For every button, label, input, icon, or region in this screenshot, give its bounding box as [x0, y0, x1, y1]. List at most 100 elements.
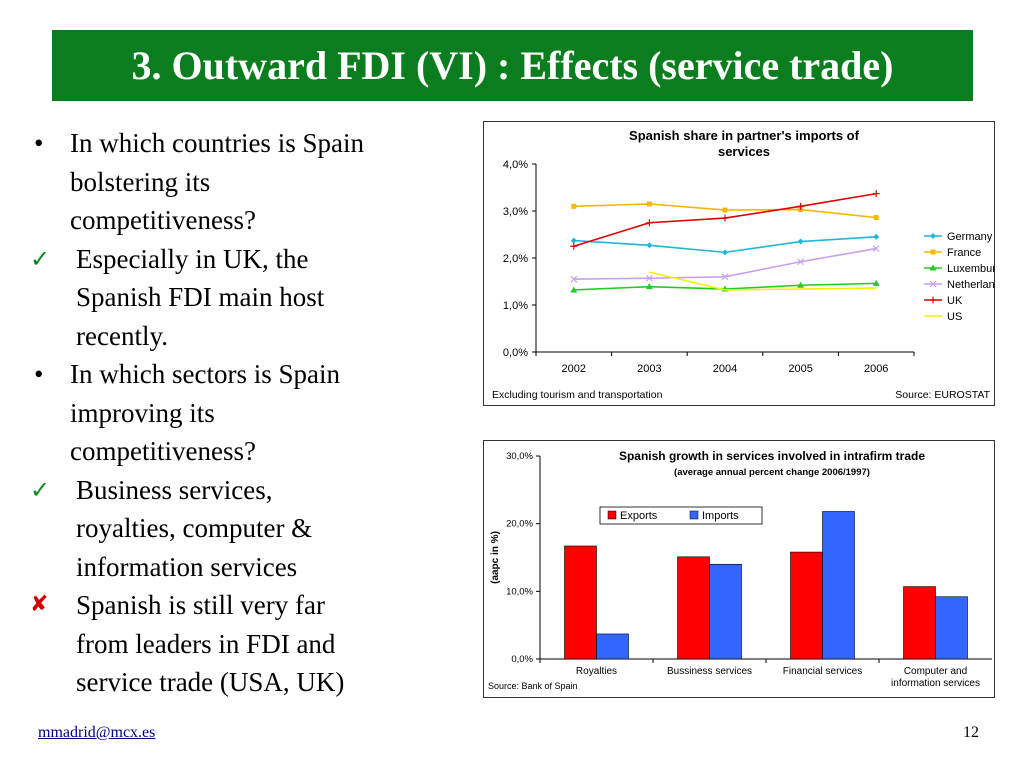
y-tick-label: 20,0% — [506, 519, 533, 530]
bullet-item: • In which countries is Spain bolstering i… — [30, 124, 470, 240]
x-tick-label: 2002 — [562, 363, 586, 375]
bullet-line: recently. — [76, 320, 168, 351]
data-point — [721, 273, 729, 281]
bullet-line: Especially in UK, the — [76, 243, 309, 274]
legend-marker — [930, 249, 936, 255]
marker-stroke — [721, 273, 729, 281]
legend-item: US — [924, 311, 962, 323]
data-point — [646, 201, 652, 207]
legend-label: Luxemburg — [947, 263, 994, 275]
data-point — [721, 214, 729, 222]
x-tick-label: Bussiness services — [667, 666, 752, 677]
bullet-line: competitiveness? — [70, 436, 256, 466]
line-chart: Spanish share in partner's imports ofser… — [492, 128, 1007, 401]
x-tick-label: Computer and — [904, 666, 967, 677]
data-point — [645, 274, 653, 282]
legend-marker — [929, 280, 937, 288]
data-point — [873, 233, 880, 240]
bar-exports — [903, 586, 936, 660]
legend-label: France — [947, 247, 981, 259]
data-point — [570, 275, 578, 283]
y-axis-label: (aapc in %) — [490, 531, 501, 584]
x-tick-label: 2004 — [713, 363, 737, 375]
chart-title: Spanish growth in services involved in i… — [619, 449, 925, 463]
footer-email-link[interactable]: mmadrid@mcx.es — [38, 724, 156, 741]
bullet-line: Business services, — [76, 474, 273, 505]
legend-label: Imports — [702, 510, 739, 522]
y-tick-label: 0,0% — [503, 347, 528, 359]
legend-marker — [930, 233, 936, 239]
data-point — [570, 286, 578, 293]
bullet-line: service trade (USA, UK) — [76, 667, 345, 697]
data-point — [645, 283, 653, 290]
data-point — [797, 238, 804, 245]
chart-source: Source: EUROSTAT — [895, 389, 990, 401]
marker-stroke — [929, 280, 937, 288]
x-tick-label: 2006 — [864, 363, 888, 375]
data-point — [571, 203, 577, 209]
y-tick-label: 10,0% — [506, 586, 533, 597]
checkmark-icon: ✓ — [30, 475, 51, 504]
bullet-line: from leaders in FDI and — [76, 628, 336, 659]
chart-source: Source: Bank of Spain — [488, 681, 578, 691]
bar-imports — [709, 563, 742, 660]
legend-item: France — [924, 247, 981, 259]
y-tick-label: 3,0% — [503, 206, 528, 218]
legend-item: Luxemburg — [924, 263, 1002, 275]
bullet-line: Spanish FDI main host — [76, 282, 325, 312]
legend-swatch — [607, 510, 617, 520]
data-point — [797, 258, 805, 266]
marker-stroke — [645, 274, 653, 282]
legend-label: Netherlands — [947, 279, 994, 291]
bullet-line: bolstering its — [70, 166, 211, 197]
data-point — [570, 242, 578, 250]
data-point — [645, 219, 653, 227]
marker-stroke — [797, 258, 805, 266]
bar-imports — [935, 596, 968, 660]
bar-exports — [790, 551, 823, 660]
data-point — [570, 237, 577, 244]
y-tick-label: 4,0% — [503, 159, 528, 171]
series-germany — [570, 233, 880, 256]
chart-title: services — [718, 144, 770, 159]
bullet-item: ✓ Especially in UK, the Spanish FDI main h… — [30, 240, 470, 356]
bar-exports — [564, 545, 597, 660]
bullet-line: Spanish is still very far — [76, 590, 325, 620]
legend-box — [599, 506, 763, 525]
x-tick-label: 2003 — [637, 363, 661, 375]
series-line — [649, 271, 877, 291]
data-point — [722, 249, 728, 256]
data-point — [797, 281, 805, 288]
series-netherlands — [570, 245, 880, 283]
chart-note: Excluding tourism and transportation — [492, 389, 663, 401]
data-point — [873, 215, 879, 221]
series-us — [649, 271, 877, 291]
bar-imports — [596, 633, 629, 660]
bullet-item: • In which sectors is Spain improving its c… — [30, 355, 470, 471]
cross-icon: ✘ — [30, 592, 49, 617]
line-chart-panel: Spanish share in partner's imports of ser… — [483, 121, 1007, 406]
bullet-icon: • — [34, 128, 44, 158]
data-point — [797, 202, 805, 210]
chart-subtitle: (average annual percent change 2006/1997… — [674, 467, 870, 478]
bullet-line: In which sectors is Spain — [70, 359, 340, 389]
bullet-line: information services — [76, 551, 298, 582]
x-tick-label: information services — [891, 678, 980, 689]
legend-label: Germany — [947, 231, 993, 243]
bullet-line: competitiveness? — [70, 205, 256, 235]
legend-label: US — [947, 311, 962, 323]
y-tick-label: 1,0% — [503, 300, 528, 312]
data-point — [872, 245, 880, 253]
bullet-item: ✘ Spanish is still very far from leaders i… — [30, 586, 470, 702]
bar-chart-panel: Spanish growth in services involved in i… — [483, 440, 995, 698]
bar-chart: Spanish growth in services involved in i… — [488, 449, 992, 691]
bullet-icon: • — [34, 359, 44, 389]
bullet-line: In which countries is Spain — [70, 128, 364, 158]
bullet-line: royalties, computer & — [76, 513, 313, 543]
data-point — [646, 242, 653, 249]
y-tick-label: 30,0% — [506, 451, 533, 462]
data-point — [722, 207, 728, 213]
y-tick-label: 0,0% — [511, 654, 533, 665]
legend-marker — [929, 296, 937, 304]
bullet-item: ✓ Business services, royalties, computer &… — [30, 471, 470, 587]
